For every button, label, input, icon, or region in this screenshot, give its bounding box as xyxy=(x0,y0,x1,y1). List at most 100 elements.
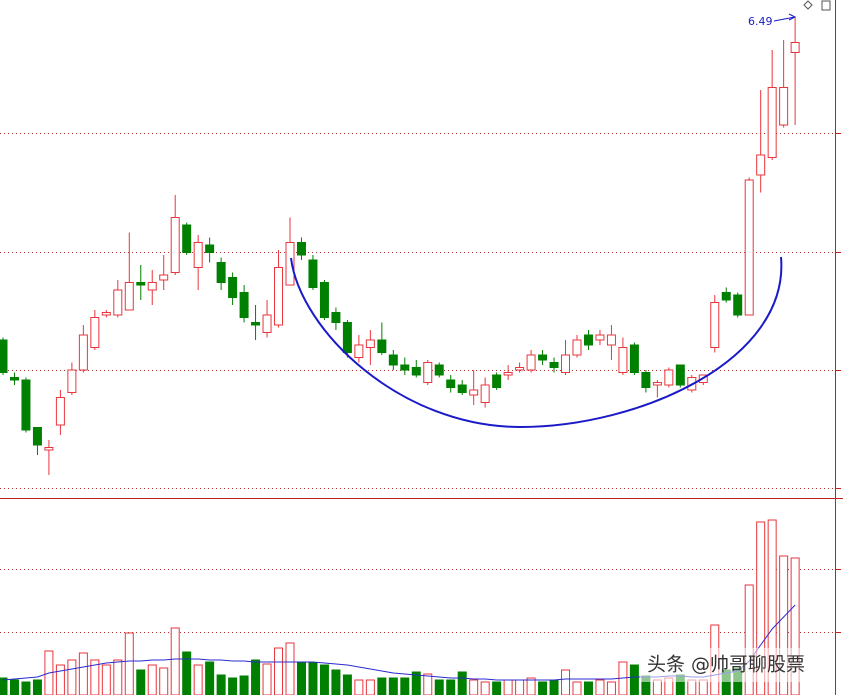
candle-body xyxy=(469,389,479,396)
volume-bar xyxy=(744,584,754,695)
annotation-arrowhead xyxy=(788,13,797,21)
volume-bar xyxy=(32,679,42,695)
candle-body xyxy=(388,354,398,366)
volume-bar xyxy=(193,664,203,695)
candle-body xyxy=(170,217,180,273)
volume-bar xyxy=(790,557,800,695)
volume-bar xyxy=(411,671,421,695)
volume-bar xyxy=(101,664,111,695)
volume-bar xyxy=(377,677,387,695)
volume-bar xyxy=(583,681,593,695)
volume-bar xyxy=(492,681,502,695)
candle-body xyxy=(595,334,605,341)
icon-panel[interactable] xyxy=(821,0,831,11)
candle-body xyxy=(744,179,754,316)
volume-bar xyxy=(159,667,169,695)
volume-bar xyxy=(446,679,456,695)
volume-bar xyxy=(480,681,490,695)
volume-bar xyxy=(698,679,708,695)
candle-body xyxy=(101,312,111,316)
icon-diamond[interactable] xyxy=(803,0,813,10)
candle-body xyxy=(9,377,19,381)
volume-bar xyxy=(365,679,375,695)
volume-bar xyxy=(652,679,662,695)
candle-body xyxy=(262,314,272,333)
volume-bar xyxy=(342,674,352,695)
candle-body xyxy=(159,274,169,281)
volume-bar xyxy=(124,632,134,695)
volume-bar xyxy=(469,679,479,695)
candle-body xyxy=(342,322,352,353)
candle-body xyxy=(331,312,341,323)
volume-bar xyxy=(239,675,249,695)
candle-body xyxy=(710,302,720,348)
volume-bar xyxy=(767,519,777,695)
volume-bar xyxy=(296,661,306,695)
volume-bar xyxy=(549,679,559,695)
candle-body xyxy=(515,367,525,371)
candle-body xyxy=(446,379,456,388)
candle-body xyxy=(55,397,65,426)
candle-body xyxy=(538,354,548,361)
volume-bar xyxy=(113,659,123,695)
candle-body xyxy=(78,334,88,371)
volume-bar xyxy=(572,681,582,695)
axis-ticks xyxy=(835,133,841,633)
candle-body xyxy=(113,289,123,316)
plot-area xyxy=(0,17,800,695)
candle-body xyxy=(549,362,559,368)
candle-body xyxy=(733,294,743,316)
candle-body xyxy=(124,282,134,311)
candle-body xyxy=(664,369,674,386)
candle-body xyxy=(308,259,318,288)
volume-bar xyxy=(308,662,318,695)
annotation-arrow xyxy=(773,16,796,22)
candle-body xyxy=(182,224,192,253)
volume-bar xyxy=(515,679,525,695)
volume-bar xyxy=(779,555,789,695)
candle-body xyxy=(251,322,261,326)
volume-bar xyxy=(400,677,410,695)
volume-bar xyxy=(55,664,65,695)
candle-body xyxy=(721,292,731,301)
annotation-label: 6.49 xyxy=(748,15,773,28)
candle-body xyxy=(147,282,157,291)
volume-bar xyxy=(0,677,8,695)
candle-body xyxy=(492,374,502,388)
candle-body xyxy=(32,427,42,446)
volume-bar xyxy=(205,661,215,695)
volume-bar xyxy=(216,674,226,695)
volume-bar xyxy=(170,627,180,695)
volume-bar xyxy=(629,664,639,695)
candle-body xyxy=(503,372,513,376)
candle-body xyxy=(274,267,284,326)
volume-bar xyxy=(503,679,513,695)
volume-bar xyxy=(538,681,548,695)
candle-body xyxy=(583,334,593,346)
volume-bar xyxy=(423,673,433,695)
volume-bar xyxy=(687,679,697,695)
volume-bar xyxy=(251,659,261,695)
candle-body xyxy=(0,339,8,373)
candle-body xyxy=(652,382,662,386)
volume-bar xyxy=(319,664,329,695)
candle-body xyxy=(618,347,628,373)
candle-body xyxy=(434,364,444,376)
volume-bar xyxy=(457,671,467,695)
volume-bar xyxy=(388,677,398,695)
volume-bar xyxy=(90,659,100,695)
candle-body xyxy=(779,87,789,126)
volume-bar xyxy=(285,642,295,695)
volume-bar xyxy=(228,677,238,695)
volume-bar xyxy=(434,679,444,695)
candle-body xyxy=(480,384,490,403)
watermark-bg xyxy=(640,648,832,682)
candle-body xyxy=(629,344,639,373)
candle-body xyxy=(319,282,329,318)
candle-body xyxy=(21,379,31,431)
candle-body xyxy=(756,154,766,176)
candle-body xyxy=(457,384,467,393)
